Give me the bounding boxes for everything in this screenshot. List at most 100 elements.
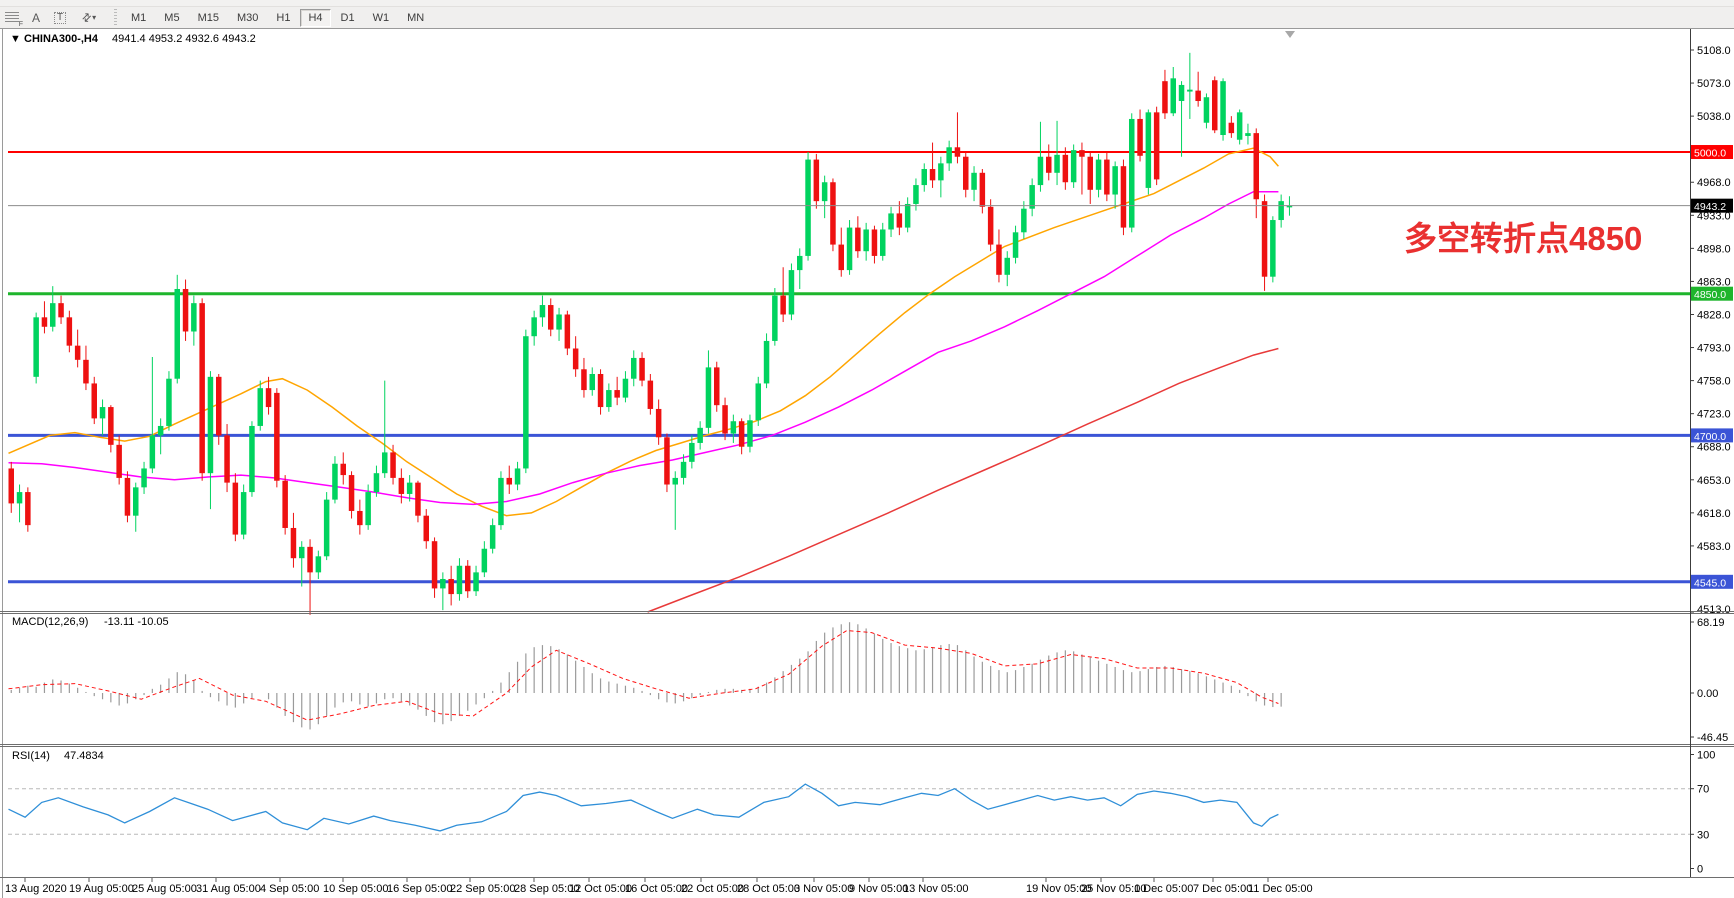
candle	[373, 465, 380, 497]
price-axis-label: 5108.0	[1697, 45, 1731, 57]
price-axis-label: 4723.0	[1697, 409, 1731, 421]
candle	[332, 456, 338, 504]
candle	[855, 216, 861, 258]
candle	[738, 418, 745, 455]
candle	[772, 288, 778, 346]
arrows-tool-button[interactable]: ⇄ ▾	[72, 8, 106, 27]
candle	[938, 156, 944, 198]
date-axis-label: 16 Sep 05:00	[387, 883, 452, 895]
candle	[838, 227, 844, 277]
level-price-badge-text: 4700.0	[1694, 431, 1726, 443]
candle	[672, 471, 678, 530]
chart-title: CHINA300-,H4	[24, 33, 99, 45]
macd-indicator-values: -13.11 -10.05	[104, 616, 169, 628]
candle	[307, 539, 313, 615]
candle	[191, 295, 197, 346]
timeframe-button-h1[interactable]: H1	[276, 11, 291, 24]
candle	[1095, 153, 1102, 198]
candle	[74, 329, 81, 368]
macd-axis-label: 0.00	[1697, 688, 1718, 700]
cropped-toolbar-strip	[0, 0, 1734, 7]
candle	[1253, 128, 1259, 219]
candle	[1070, 144, 1077, 188]
candle	[896, 201, 903, 236]
candle	[1228, 116, 1235, 138]
candle	[714, 361, 720, 412]
date-axis-label: 4 Sep 05:00	[260, 883, 319, 895]
candle	[1145, 109, 1152, 195]
candle	[108, 405, 114, 453]
candle	[1062, 147, 1069, 190]
candle	[846, 220, 853, 275]
timeframe-button-d1[interactable]: D1	[340, 11, 355, 24]
candle	[382, 380, 388, 478]
chart-annotation-text[interactable]: 多空转折点4850	[1404, 220, 1642, 257]
candle	[1029, 178, 1035, 217]
candle	[216, 373, 222, 445]
candle	[979, 169, 986, 214]
candle	[680, 454, 687, 485]
timeframe-button-m15[interactable]: M15	[197, 11, 219, 24]
rsi-line	[8, 783, 1279, 832]
candle	[1120, 159, 1127, 236]
candle	[1270, 216, 1276, 283]
price-axis-label: 4513.0	[1697, 604, 1731, 616]
candle	[456, 558, 463, 601]
candle	[581, 357, 587, 398]
date-axis-label: 25 Nov 05:00	[1081, 883, 1146, 895]
date-axis-label: 7 Dec 05:00	[1193, 883, 1252, 895]
candle	[440, 572, 446, 611]
candle	[348, 471, 355, 519]
candle	[174, 274, 180, 384]
candle	[1104, 152, 1110, 202]
candle	[465, 560, 471, 598]
price-axis-label: 4583.0	[1697, 541, 1731, 553]
text-label-tool-button[interactable]: A	[24, 8, 48, 27]
candle	[141, 461, 147, 494]
timeframe-button-mn[interactable]: MN	[407, 11, 425, 24]
candle	[622, 371, 629, 403]
candle	[1137, 109, 1143, 162]
symbol-dropdown-icon[interactable]: ▼	[10, 33, 21, 45]
rsi-axis-label: 70	[1697, 784, 1709, 796]
fibonacci-tool-button[interactable]	[0, 8, 24, 28]
candle	[996, 229, 1002, 283]
timeframe-button-m1[interactable]: M1	[131, 11, 147, 24]
timeframe-button-w1[interactable]: W1	[372, 11, 390, 24]
candle	[224, 424, 230, 493]
candle	[489, 518, 496, 554]
text-box-tool-button[interactable]: T	[48, 8, 72, 27]
candle	[124, 471, 131, 523]
date-axis-label: 25 Aug 05:00	[132, 883, 197, 895]
candle	[406, 475, 413, 502]
price-axis-label: 4898.0	[1697, 243, 1731, 255]
candle	[166, 371, 172, 431]
date-axis-label: 13 Nov 05:00	[903, 883, 968, 895]
level-price-badge	[1691, 286, 1733, 301]
candle	[780, 267, 786, 323]
candle	[813, 153, 820, 209]
candle	[572, 336, 579, 377]
candle	[25, 487, 31, 532]
candle	[631, 350, 637, 387]
candle	[473, 565, 479, 596]
timeframe-button-m30[interactable]: M30	[236, 11, 259, 24]
date-axis-label: 19 Nov 05:00	[1026, 883, 1091, 895]
candle	[1245, 123, 1251, 145]
candle	[548, 298, 554, 337]
timeframe-button-h4[interactable]: H4	[300, 8, 331, 27]
candle	[498, 471, 504, 530]
date-axis-label: 16 Oct 05:00	[625, 883, 688, 895]
toolbar-separator	[112, 9, 119, 26]
date-axis-label: 3 Nov 05:00	[794, 883, 853, 895]
candle	[821, 175, 828, 219]
chart-shift-marker-icon[interactable]	[1285, 31, 1295, 38]
candle	[564, 310, 571, 356]
candle	[315, 550, 322, 579]
candle	[1054, 120, 1060, 186]
timeframe-button-m5[interactable]: M5	[164, 11, 180, 24]
candle	[1236, 109, 1243, 145]
date-axis-label: 9 Nov 05:00	[849, 883, 908, 895]
price-axis-label: 4688.0	[1697, 442, 1731, 454]
